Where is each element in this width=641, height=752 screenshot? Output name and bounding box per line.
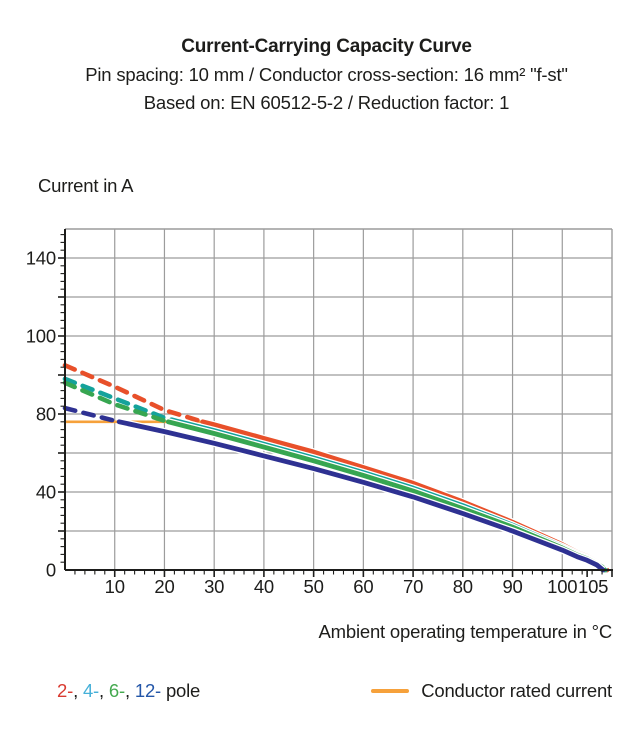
y-tick-label-0: 0 (46, 560, 56, 581)
curve-12-pole (116, 419, 606, 573)
x-tick-label-40: 40 (254, 576, 274, 597)
x-tick-label-100: 100 (547, 576, 577, 597)
curve-6-pole-casing (167, 418, 608, 573)
rated-current-swatch-icon (371, 689, 410, 693)
y-axis-title: Current in A (38, 175, 134, 196)
capacity-curves (62, 363, 610, 573)
curve-2-pole-dashed (62, 363, 205, 425)
legend-separator: , (99, 680, 109, 701)
legend-rated-current: Conductor rated current (371, 680, 612, 702)
chart-subtitle-standard: Based on: EN 60512-5-2 / Reduction facto… (143, 92, 510, 113)
curve-6-pole-dashed (62, 380, 171, 425)
legend-pole-2: 2- (57, 680, 74, 701)
curve-12-pole-dashed (62, 405, 122, 425)
axes (64, 229, 613, 571)
x-tick-label-30: 30 (204, 576, 224, 597)
curve-6-pole (165, 419, 607, 573)
legend-pole-suffix: pole (161, 680, 201, 701)
grid-lines (65, 228, 613, 570)
x-tick-label-80: 80 (453, 576, 473, 597)
y-tick-label-140: 140 (26, 248, 56, 269)
y-tick-labels: 0 40 80 100 140 (26, 248, 56, 581)
x-axis-title: Ambient operating temperature in °C (318, 621, 613, 642)
legend-separator: , (73, 680, 83, 701)
legend-separator: , (124, 680, 135, 701)
curve-12-pole-casing (118, 418, 606, 573)
rated-current-label: Conductor rated current (421, 680, 612, 701)
y-tick-label-40: 40 (36, 482, 56, 503)
y-tick-label-80: 80 (36, 404, 56, 425)
legend-pole-4: 4- (82, 680, 100, 701)
curve-4-pole-dashed (62, 376, 183, 425)
chart-title: Current-Carrying Capacity Curve (181, 36, 472, 57)
chart-header: Current-Carrying Capacity Curve Pin spac… (20, 33, 633, 117)
legend-poles: 2-, 4-, 6-, 12- pole (57, 680, 200, 702)
x-tick-label-50: 50 (304, 576, 324, 597)
x-tick-label-70: 70 (403, 576, 423, 597)
legend-pole-12: 12- (134, 680, 161, 701)
x-tick-label-20: 20 (154, 576, 174, 597)
x-tick-label-60: 60 (353, 576, 373, 597)
x-tick-label-10: 10 (105, 576, 125, 597)
axis-ticks (58, 234, 613, 577)
chart-subtitle-specs: Pin spacing: 10 mm / Conductor cross-sec… (85, 64, 568, 85)
legend-pole-6: 6- (108, 680, 125, 701)
y-tick-label-100: 100 (26, 326, 56, 347)
x-tick-labels: 10 20 30 40 50 60 70 80 90 100 105 (105, 576, 609, 597)
x-tick-label-105: 105 (578, 576, 608, 597)
x-tick-label-90: 90 (502, 576, 522, 597)
